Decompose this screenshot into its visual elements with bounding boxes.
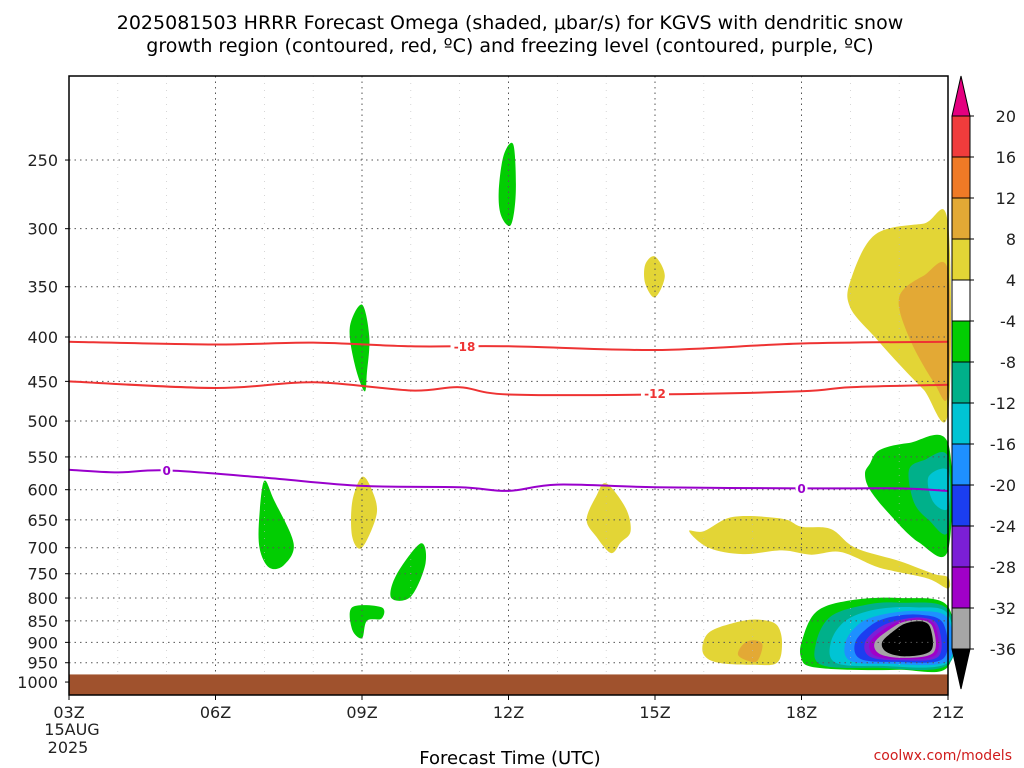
plot-area: -18 -12 0 0	[68, 75, 956, 696]
omega-region	[390, 543, 427, 601]
x-tick-label: 09Z	[346, 703, 377, 722]
colorbar-label: -24	[990, 517, 1016, 536]
omega-region	[258, 480, 294, 570]
y-tick-label: 900	[27, 633, 58, 652]
chart-title-line2: growth region (contoured, red, ºC) and f…	[146, 35, 873, 57]
contour-lines: -18 -12 0 0	[68, 339, 949, 496]
omega-region	[737, 640, 763, 663]
colorbar-label: 12	[996, 189, 1016, 208]
y-tick-label: 250	[27, 151, 58, 170]
colorbar-segment	[951, 525, 971, 568]
colorbar-segment	[951, 156, 971, 199]
omega-shaded-regions	[258, 142, 956, 673]
y-tick-label: 350	[27, 278, 58, 297]
colorbar-segment	[951, 279, 971, 322]
colorbar-segment	[951, 566, 971, 609]
isotherm-label: 0	[797, 482, 805, 496]
y-tick-label: 950	[27, 654, 58, 673]
isotherm-label-bg	[795, 481, 808, 496]
isotherm-label: 0	[162, 464, 170, 478]
x-tick-label: 21Z	[932, 703, 963, 722]
colorbar-segment	[951, 361, 971, 404]
omega-region	[586, 483, 631, 554]
colorbar-label: 16	[996, 148, 1016, 167]
omega-region	[702, 619, 782, 666]
date-label-day: 15AUG	[44, 720, 99, 739]
isotherm-label-bg	[160, 463, 173, 478]
x-tick-label: 03Z	[53, 703, 84, 722]
colorbar-label: -12	[990, 394, 1016, 413]
isotherm-label-bg	[450, 339, 479, 354]
x-tick-label: 18Z	[786, 703, 817, 722]
isotherm-label: -18	[454, 340, 476, 354]
isotherm-label: -12	[644, 387, 666, 401]
omega-region	[349, 605, 385, 639]
omega-region	[498, 142, 516, 227]
y-axis-ticks: 250 300 350 400 450 500 550 600 650 700 750 800 850 9…	[17, 151, 69, 692]
omega-region	[898, 261, 951, 401]
omega-region	[644, 256, 665, 298]
x-tick-label: 06Z	[200, 703, 231, 722]
omega-region	[847, 209, 952, 423]
colorbar-label: -16	[990, 435, 1016, 454]
y-tick-label: 1000	[17, 673, 58, 692]
x-tick-label: 15Z	[639, 703, 670, 722]
omega-region	[881, 621, 934, 657]
colorbar-label: -4	[1000, 312, 1016, 331]
isotherm-line	[68, 380, 949, 397]
y-tick-label: 500	[27, 412, 58, 431]
y-tick-label: 600	[27, 481, 58, 500]
y-tick-label: 750	[27, 565, 58, 584]
y-tick-label: 850	[27, 612, 58, 631]
colorbar-segment	[951, 320, 971, 363]
y-tick-label: 450	[27, 372, 58, 391]
colorbar-label: 8	[1006, 230, 1016, 249]
colorbar-label: 20	[996, 107, 1016, 126]
y-tick-label: 400	[27, 328, 58, 347]
y-tick-label: 700	[27, 539, 58, 558]
omega-region	[689, 516, 951, 589]
x-tick-label: 12Z	[493, 703, 524, 722]
x-axis-label: Forecast Time (UTC)	[419, 748, 600, 768]
credit-text: coolwx.com/models	[874, 748, 1012, 764]
omega-region	[351, 476, 378, 549]
colorbar-segment	[951, 484, 971, 527]
chart-title-line1: 2025081503 HRRR Forecast Omega (shaded, …	[117, 12, 904, 34]
colorbar-segment	[951, 402, 971, 445]
colorbar-label: -32	[990, 599, 1016, 618]
colorbar-segment	[951, 115, 971, 158]
x-axis-ticks: 03Z 06Z 09Z 12Z 15Z 18Z 21Z	[53, 695, 964, 722]
colorbar-segment	[951, 238, 971, 281]
colorbar-segment	[951, 607, 971, 650]
isotherm-label-bg	[641, 386, 669, 401]
colorbar-label: -28	[990, 558, 1016, 577]
y-tick-label: 650	[27, 511, 58, 530]
omega-region	[349, 304, 370, 392]
colorbar-label: -20	[990, 476, 1016, 495]
colorbar: 20 16 12 8 4 -4 -8 -12 -16 -20 -24 -28 -32 -36	[951, 75, 1016, 690]
colorbar-segment	[951, 197, 971, 240]
y-tick-label: 800	[27, 589, 58, 608]
colorbar-label: 4	[1006, 271, 1016, 290]
date-label-year: 2025	[48, 738, 89, 757]
colorbar-label: -8	[1000, 353, 1016, 372]
ground-surface	[69, 674, 948, 695]
colorbar-bottom-arrow	[951, 648, 971, 690]
colorbar-top-arrow	[951, 75, 971, 117]
colorbar-label: -36	[990, 640, 1016, 659]
isotherm-line	[68, 340, 949, 352]
y-tick-label: 550	[27, 448, 58, 467]
y-tick-label: 300	[27, 220, 58, 239]
colorbar-segment	[951, 443, 971, 486]
